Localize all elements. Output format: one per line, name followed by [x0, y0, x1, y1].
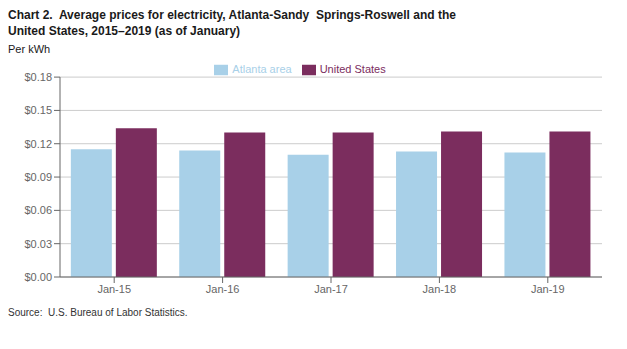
svg-text:Jan-15: Jan-15: [97, 283, 131, 295]
html-text:United States, 2015–2019 (as o: United States, 2015–2019 (as of January): [8, 23, 241, 38]
svg-text:Jan-16: Jan-16: [206, 283, 240, 295]
svg-text:$0.09: $0.09: [24, 171, 52, 183]
svg-text:Jan-17: Jan-17: [314, 283, 348, 295]
svg-text:$0.12: $0.12: [24, 138, 52, 150]
html-text:Chart 2. Average prices for el: Chart 2. Average prices for electricity,…: [8, 8, 456, 22]
svg-text:$0.18: $0.18: [24, 71, 52, 83]
html-text:Source: U.S. Bureau of Labor S: Source: U.S. Bureau of Labor Statistics.: [8, 307, 188, 319]
svg-text:$0.06: $0.06: [24, 204, 52, 216]
svg-text:$0.03: $0.03: [24, 238, 52, 250]
html-text:United States: United States: [319, 63, 386, 76]
html-text:Atlanta area: Atlanta area: [232, 63, 292, 76]
html-text:Per kWh: Per kWh: [8, 43, 51, 56]
svg-text:$0.00: $0.00: [24, 271, 52, 283]
svg-text:Jan-18: Jan-18: [423, 283, 457, 295]
svg-text:Jan-19: Jan-19: [531, 283, 565, 295]
svg-text:$0.15: $0.15: [24, 105, 52, 117]
